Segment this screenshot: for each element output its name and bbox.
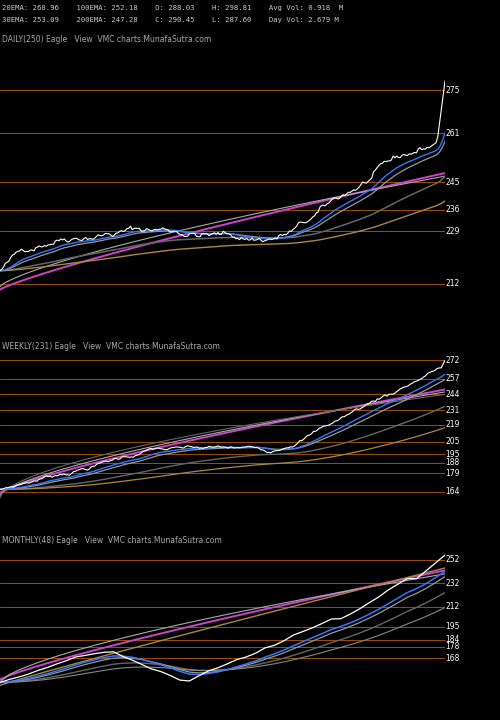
Text: 205: 205: [446, 437, 460, 446]
Text: WEEKLY(231) Eagle   View  VMC charts.MunafaSutra.com: WEEKLY(231) Eagle View VMC charts.Munafa…: [2, 342, 220, 351]
Text: 188: 188: [446, 458, 460, 467]
Text: 212: 212: [446, 602, 460, 611]
Text: 195: 195: [446, 622, 460, 631]
Text: 231: 231: [446, 405, 460, 415]
Text: 252: 252: [446, 555, 460, 564]
Text: 236: 236: [446, 205, 460, 215]
Text: 232: 232: [446, 579, 460, 588]
Text: 229: 229: [446, 227, 460, 236]
Text: 20EMA: 268.96    100EMA: 252.18    O: 288.03    H: 298.81    Avg Vol: 0.918  M: 20EMA: 268.96 100EMA: 252.18 O: 288.03 H…: [2, 5, 344, 11]
Text: 30EMA: 253.09    200EMA: 247.28    C: 290.45    L: 287.60    Day Vol: 2.679 M: 30EMA: 253.09 200EMA: 247.28 C: 290.45 L…: [2, 17, 340, 23]
Text: 195: 195: [446, 449, 460, 459]
Text: 212: 212: [446, 279, 460, 288]
Text: 184: 184: [446, 635, 460, 644]
Text: MONTHLY(48) Eagle   View  VMC charts.MunafaSutra.com: MONTHLY(48) Eagle View VMC charts.Munafa…: [2, 536, 222, 545]
Text: 244: 244: [446, 390, 460, 399]
Text: 219: 219: [446, 420, 460, 429]
Text: 261: 261: [446, 129, 460, 138]
Text: 272: 272: [446, 356, 460, 365]
Text: 257: 257: [446, 374, 460, 383]
Text: 179: 179: [446, 469, 460, 478]
Text: 164: 164: [446, 487, 460, 496]
Text: 245: 245: [446, 178, 460, 186]
Text: 168: 168: [446, 654, 460, 663]
Text: 275: 275: [446, 86, 460, 95]
Text: 178: 178: [446, 642, 460, 651]
Text: DAILY(250) Eagle   View  VMC charts.MunafaSutra.com: DAILY(250) Eagle View VMC charts.MunafaS…: [2, 35, 212, 44]
